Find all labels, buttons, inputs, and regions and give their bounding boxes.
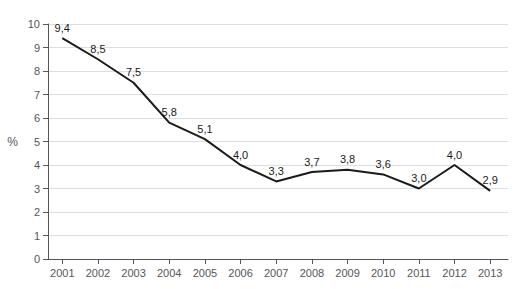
svg-text:1: 1 — [34, 230, 40, 242]
svg-text:4,0: 4,0 — [233, 149, 248, 161]
svg-text:2008: 2008 — [300, 267, 324, 279]
svg-text:4,0: 4,0 — [447, 149, 462, 161]
svg-text:3,3: 3,3 — [269, 165, 284, 177]
svg-text:3,7: 3,7 — [304, 156, 319, 168]
svg-text:2009: 2009 — [335, 267, 359, 279]
svg-text:2005: 2005 — [193, 267, 217, 279]
svg-text:2: 2 — [34, 206, 40, 218]
svg-text:2010: 2010 — [371, 267, 395, 279]
svg-text:6: 6 — [34, 112, 40, 124]
svg-text:2,9: 2,9 — [483, 174, 498, 186]
svg-text:3,8: 3,8 — [340, 153, 355, 165]
svg-text:5: 5 — [34, 136, 40, 148]
svg-text:2007: 2007 — [264, 267, 288, 279]
svg-text:4: 4 — [34, 159, 40, 171]
svg-text:3,6: 3,6 — [376, 158, 391, 170]
svg-text:3,0: 3,0 — [411, 172, 426, 184]
svg-text:5,8: 5,8 — [162, 106, 177, 118]
svg-text:10: 10 — [28, 18, 40, 30]
svg-text:5,1: 5,1 — [197, 123, 212, 135]
svg-text:3: 3 — [34, 183, 40, 195]
svg-text:2003: 2003 — [121, 267, 145, 279]
svg-text:2004: 2004 — [157, 267, 181, 279]
svg-text:2011: 2011 — [407, 267, 431, 279]
svg-text:2002: 2002 — [86, 267, 110, 279]
svg-text:8: 8 — [34, 65, 40, 77]
svg-text:9: 9 — [34, 42, 40, 54]
svg-text:0: 0 — [34, 253, 40, 265]
svg-text:2013: 2013 — [478, 267, 502, 279]
svg-text:9,4: 9,4 — [55, 22, 70, 34]
svg-text:2006: 2006 — [228, 267, 252, 279]
svg-text:7,5: 7,5 — [126, 66, 141, 78]
svg-text:%: % — [7, 135, 18, 149]
svg-text:7: 7 — [34, 89, 40, 101]
svg-text:8,5: 8,5 — [90, 43, 105, 55]
svg-text:2001: 2001 — [50, 267, 74, 279]
svg-text:2012: 2012 — [442, 267, 466, 279]
